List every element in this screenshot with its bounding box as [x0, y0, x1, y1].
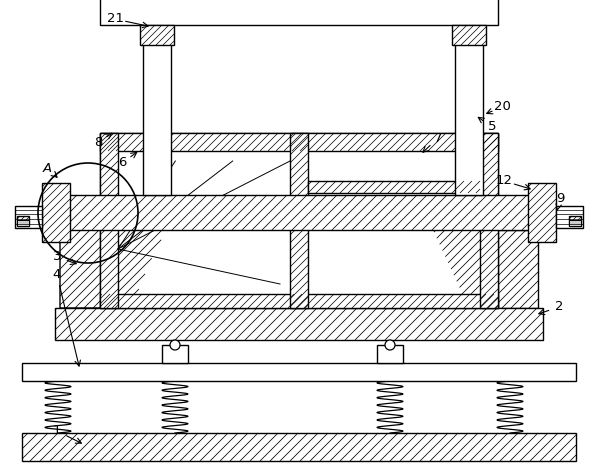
Bar — [55, 195, 543, 230]
Bar — [556, 206, 583, 228]
Circle shape — [385, 340, 395, 350]
Polygon shape — [433, 230, 538, 308]
Text: 8: 8 — [94, 136, 102, 150]
Bar — [452, 25, 486, 45]
Circle shape — [170, 340, 180, 350]
Bar — [143, 40, 171, 195]
Text: 3: 3 — [53, 250, 61, 264]
Bar — [140, 25, 174, 45]
Bar — [100, 294, 498, 308]
Bar — [100, 133, 498, 151]
Text: 9: 9 — [556, 192, 564, 206]
Bar — [377, 345, 403, 363]
Bar — [308, 181, 480, 193]
Text: 4: 4 — [53, 268, 61, 282]
Bar — [42, 183, 70, 242]
Text: 2: 2 — [555, 301, 563, 314]
Text: 12: 12 — [496, 174, 512, 188]
Polygon shape — [60, 230, 165, 308]
Bar — [100, 133, 498, 308]
Bar — [17, 216, 29, 226]
Bar — [162, 345, 188, 363]
Text: A: A — [42, 162, 51, 174]
Bar — [22, 433, 576, 461]
Text: 20: 20 — [493, 101, 511, 114]
Bar — [17, 220, 29, 226]
Bar — [569, 216, 581, 226]
Text: 7: 7 — [434, 132, 443, 144]
Bar — [480, 133, 498, 308]
Bar — [100, 133, 118, 308]
Bar — [15, 206, 42, 228]
Text: 21: 21 — [106, 12, 124, 26]
Bar — [455, 40, 483, 195]
Text: 5: 5 — [488, 121, 496, 133]
Text: 6: 6 — [118, 156, 126, 170]
Bar — [22, 363, 576, 381]
Bar — [55, 308, 543, 340]
Bar — [290, 133, 308, 308]
Bar — [100, 0, 498, 25]
Bar — [528, 183, 556, 242]
Text: 1: 1 — [53, 425, 61, 437]
Bar — [569, 220, 581, 226]
